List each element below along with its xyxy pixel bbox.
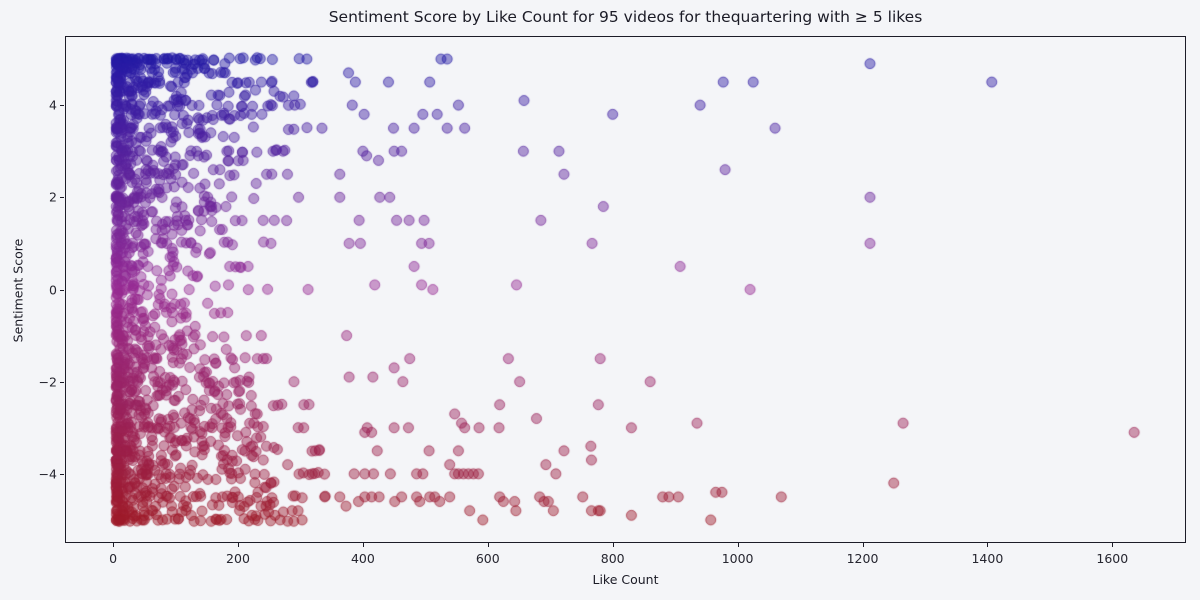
x-tick-label: 0 [109, 551, 118, 566]
x-tick-label: 1400 [971, 551, 1004, 566]
y-tick-mark [60, 473, 64, 475]
x-tick-label: 1000 [721, 551, 754, 566]
x-tick-mark [987, 543, 989, 547]
x-tick-label: 1600 [1096, 551, 1129, 566]
x-axis-label: Like Count [592, 572, 659, 587]
x-tick-mark [1112, 543, 1114, 547]
x-tick-label: 800 [600, 551, 625, 566]
y-tick-mark [60, 381, 64, 383]
y-tick-label: 0 [49, 282, 57, 297]
x-tick-label: 1200 [846, 551, 879, 566]
x-tick-mark [237, 543, 239, 547]
y-axis-label: Sentiment Score [10, 238, 26, 343]
x-tick-label: 400 [350, 551, 375, 566]
x-tick-mark [487, 543, 489, 547]
y-tick-mark [60, 289, 64, 291]
x-tick-mark [113, 543, 115, 547]
x-tick-mark [362, 543, 364, 547]
x-tick-label: 600 [475, 551, 500, 566]
x-tick-label: 200 [226, 551, 250, 566]
y-tick-mark [60, 197, 64, 199]
x-tick-mark [612, 543, 614, 547]
x-tick-mark [737, 543, 739, 547]
y-tick-label: −4 [38, 466, 57, 482]
y-tick-label: 4 [49, 97, 57, 113]
y-tick-label: 2 [49, 189, 57, 205]
x-tick-mark [862, 543, 864, 547]
y-tick-label: −2 [38, 374, 57, 390]
y-tick-mark [60, 105, 64, 107]
